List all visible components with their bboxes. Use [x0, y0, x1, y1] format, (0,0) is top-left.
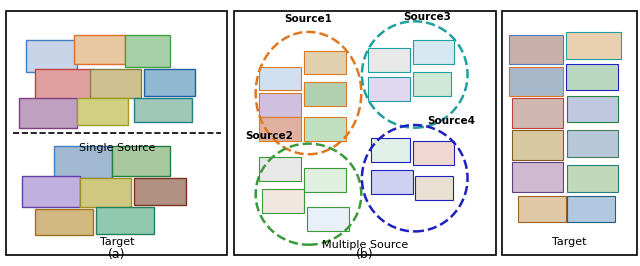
FancyBboxPatch shape [19, 98, 77, 128]
Text: Target: Target [100, 236, 134, 247]
FancyBboxPatch shape [77, 98, 128, 125]
FancyBboxPatch shape [371, 170, 413, 194]
FancyBboxPatch shape [307, 207, 349, 231]
FancyBboxPatch shape [80, 178, 131, 207]
FancyBboxPatch shape [567, 130, 618, 157]
FancyBboxPatch shape [567, 165, 618, 192]
FancyBboxPatch shape [259, 117, 301, 141]
Text: Source4: Source4 [428, 116, 475, 126]
FancyBboxPatch shape [567, 96, 618, 122]
FancyBboxPatch shape [368, 77, 410, 101]
FancyBboxPatch shape [54, 146, 112, 178]
Text: (a): (a) [108, 248, 125, 261]
FancyBboxPatch shape [74, 35, 125, 64]
Bar [234, 11, 496, 255]
FancyBboxPatch shape [134, 98, 192, 122]
FancyBboxPatch shape [567, 196, 615, 222]
Text: Source2: Source2 [245, 131, 292, 141]
FancyBboxPatch shape [304, 51, 346, 74]
Text: Source3: Source3 [404, 12, 451, 22]
FancyBboxPatch shape [144, 69, 195, 96]
FancyBboxPatch shape [259, 66, 301, 90]
FancyBboxPatch shape [509, 66, 563, 96]
FancyBboxPatch shape [368, 48, 410, 72]
FancyBboxPatch shape [566, 64, 618, 90]
FancyBboxPatch shape [304, 117, 346, 141]
FancyBboxPatch shape [518, 196, 566, 222]
FancyBboxPatch shape [509, 35, 563, 64]
FancyBboxPatch shape [134, 178, 186, 205]
FancyBboxPatch shape [125, 35, 170, 66]
FancyBboxPatch shape [512, 130, 563, 160]
Text: Single Source: Single Source [79, 143, 155, 153]
FancyBboxPatch shape [35, 69, 93, 101]
Bar [6, 11, 227, 255]
FancyBboxPatch shape [413, 40, 454, 64]
FancyBboxPatch shape [415, 176, 453, 200]
Text: Multiple Source: Multiple Source [322, 240, 408, 250]
FancyBboxPatch shape [262, 189, 304, 213]
Text: Source1: Source1 [285, 14, 332, 24]
FancyBboxPatch shape [35, 209, 93, 235]
FancyBboxPatch shape [512, 162, 563, 192]
FancyBboxPatch shape [90, 69, 141, 98]
Text: (b): (b) [356, 248, 374, 261]
FancyBboxPatch shape [96, 207, 154, 234]
Bar [502, 11, 637, 255]
FancyBboxPatch shape [304, 82, 346, 106]
FancyBboxPatch shape [259, 157, 301, 181]
FancyBboxPatch shape [22, 176, 80, 207]
FancyBboxPatch shape [371, 138, 410, 162]
FancyBboxPatch shape [413, 72, 451, 96]
FancyBboxPatch shape [26, 40, 77, 72]
FancyBboxPatch shape [512, 98, 563, 128]
FancyBboxPatch shape [566, 32, 621, 59]
FancyBboxPatch shape [304, 168, 346, 192]
Text: Target: Target [552, 236, 587, 247]
FancyBboxPatch shape [259, 93, 301, 117]
FancyBboxPatch shape [112, 146, 170, 176]
FancyBboxPatch shape [413, 141, 454, 165]
